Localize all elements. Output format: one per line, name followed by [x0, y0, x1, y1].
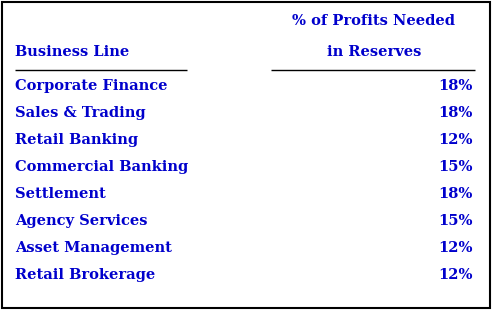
Text: Retail Brokerage: Retail Brokerage [15, 268, 155, 282]
Text: Settlement: Settlement [15, 187, 105, 201]
Text: 18%: 18% [438, 106, 472, 120]
Text: Agency Services: Agency Services [15, 214, 147, 228]
Text: 18%: 18% [438, 187, 472, 201]
Text: Sales & Trading: Sales & Trading [15, 106, 145, 120]
Text: Business Line: Business Line [15, 45, 129, 59]
Text: Retail Banking: Retail Banking [15, 133, 138, 147]
Text: 12%: 12% [438, 133, 472, 147]
Text: 18%: 18% [438, 79, 472, 93]
Text: Corporate Finance: Corporate Finance [15, 79, 167, 93]
Text: in Reserves: in Reserves [327, 45, 421, 59]
Text: 15%: 15% [438, 160, 472, 174]
Text: % of Profits Needed: % of Profits Needed [292, 14, 456, 28]
Text: 12%: 12% [438, 241, 472, 255]
Text: Asset Management: Asset Management [15, 241, 172, 255]
Text: Commercial Banking: Commercial Banking [15, 160, 188, 174]
Text: 12%: 12% [438, 268, 472, 282]
Text: 15%: 15% [438, 214, 472, 228]
